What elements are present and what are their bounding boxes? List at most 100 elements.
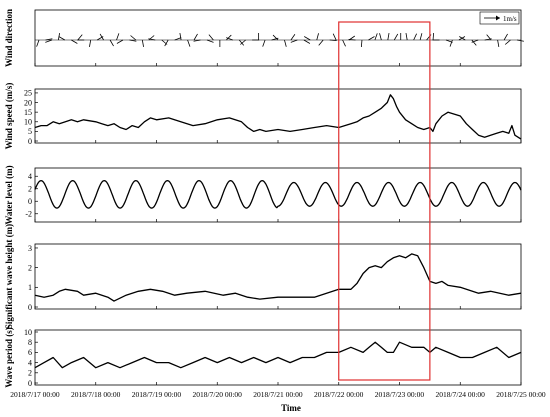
wave-height-y-tick-label: 0: [28, 303, 32, 312]
water-level-frame: [34, 167, 522, 223]
wind-vector-arrow: [99, 33, 104, 41]
wind-vector-arrow: [58, 36, 66, 41]
wind-vector-arrow: [164, 39, 169, 47]
wave-period-y-tick-label: 8: [28, 338, 32, 347]
wind-vector-arrow: [486, 34, 492, 41]
wave-period-y-axis-title: Wave period (s): [4, 327, 14, 388]
wind-vector-arrow: [290, 39, 298, 43]
wind-vector-arrow: [116, 39, 124, 44]
wind-vector-arrow: [471, 39, 479, 43]
wind-vector-arrow: [497, 39, 500, 47]
water-level-y-tick-label: 0: [28, 197, 32, 206]
panel-wind-direction: Wind direction 1m/s: [4, 9, 524, 67]
wind-vector-arrow: [271, 37, 279, 41]
wind-speed-y-axis-title: Wind speed (m/s): [4, 83, 14, 150]
wind-legend-label: 1m/s: [503, 15, 517, 23]
wind-vector-arrow: [226, 37, 233, 41]
wave-height-y-tick-label: 1: [28, 283, 32, 292]
wind-speed-y-tick-label: 15: [24, 108, 32, 117]
x-tick-label: 2018/7/23 00:00: [375, 390, 425, 399]
x-tick-label: 2018/7/21 00:00: [253, 390, 303, 399]
wave-height-frame: [34, 243, 522, 310]
wind-vector-arrow: [130, 35, 137, 41]
wind-vector-arrow: [329, 39, 337, 42]
x-tick-label: 2018/7/18 00:00: [71, 390, 121, 399]
wave-height-y-axis-title: Significant wave height (m): [4, 224, 14, 329]
wind-vector-arrow: [187, 39, 191, 47]
water-level-y-tick-label: 2: [28, 185, 32, 194]
water-level-y-tick-label: -2: [25, 210, 32, 219]
wind-vector-arrow: [272, 34, 279, 41]
wave-height-series-line: [34, 253, 522, 302]
wind-vector-arrow: [379, 33, 382, 41]
x-axis-title: Time: [281, 403, 301, 413]
wind-vector-arrow: [419, 33, 423, 41]
wind-vector-arrow: [77, 34, 83, 41]
wind-speed-series-line: [34, 94, 522, 140]
wave-period-y-tick-label: 0: [28, 379, 32, 388]
wind-speed-y-tick-label: 0: [28, 137, 32, 146]
wind-vector-arrow: [503, 33, 508, 41]
wind-vector-arrow: [238, 39, 245, 46]
x-tick-label: 2018/7/22 00:00: [314, 390, 364, 399]
wind-vector-arrow: [316, 33, 319, 41]
wind-vector-arrow: [459, 36, 466, 41]
wind-vector-arrow: [206, 39, 214, 43]
wind-speed-frame: [34, 88, 522, 144]
wind-vector-arrow: [45, 39, 53, 43]
wind-vector-arrow: [174, 37, 182, 41]
wave-period-y-tick-label: 6: [28, 348, 32, 357]
water-level-y-tick-label: 4: [28, 172, 32, 181]
wind-vector-arrow: [348, 38, 356, 41]
wind-speed-y-tick-label: 25: [24, 89, 32, 98]
panel-water-level: Water level (m) -2 0 2 4: [4, 165, 522, 225]
wind-vector-arrow: [516, 39, 524, 42]
wind-vector-arrow: [449, 39, 453, 47]
wind-speed-y-tick-label: 10: [24, 118, 32, 127]
wind-vector-arrow: [432, 32, 435, 41]
wind-vector-arrow: [193, 39, 201, 42]
wind-vector-arrow: [387, 33, 390, 41]
wind-vector-arrow: [109, 39, 114, 47]
wind-vector-arrow: [393, 33, 399, 41]
wind-vector-arrow: [36, 39, 40, 47]
wind-vector-arrow: [318, 39, 324, 46]
wind-vector-arrow: [471, 39, 477, 46]
wind-vector-arrow: [193, 33, 198, 41]
wind-speed-y-tick-label: 5: [28, 127, 32, 136]
wind-vector-arrow: [71, 39, 78, 44]
wind-vector-arrow: [179, 33, 182, 41]
wind-vector-arrow: [129, 39, 137, 42]
wind-vector-arrow: [303, 39, 311, 44]
wind-vector-arrow: [240, 39, 246, 45]
wind-vector-arrow: [342, 39, 346, 47]
x-tick-label: 2018/7/24 00:00: [436, 390, 486, 399]
water-level-series-line: [34, 179, 522, 209]
wave-height-y-tick-label: 3: [28, 244, 32, 253]
highlight-box: [338, 21, 431, 381]
wind-speed-y-tick-label: 20: [24, 98, 32, 107]
wind-vector-arrow: [148, 38, 156, 41]
wave-period-y-tick-label: 10: [24, 328, 32, 337]
wind-vector-arrow: [226, 34, 232, 41]
x-tick-label: 2018/7/17 00:00: [10, 390, 60, 399]
wind-legend: 1m/s: [479, 11, 520, 25]
x-tick-label: 2018/7/19 00:00: [132, 390, 182, 399]
wind-vector-arrow: [45, 38, 53, 41]
wind-vector-arrow: [304, 36, 311, 41]
wind-vector-arrow: [360, 39, 363, 48]
wind-vector-arrow: [405, 33, 408, 41]
wind-vector-arrow: [284, 39, 287, 47]
wind-vector-arrow: [368, 36, 375, 41]
wind-vector-arrow: [262, 39, 266, 47]
wind-vector-arrow: [208, 34, 214, 41]
panel-wave-height: Significant wave height (m) 0 1 2 3: [4, 224, 522, 329]
wind-vector-arrow: [374, 33, 378, 41]
wind-vector-arrow: [141, 39, 144, 47]
wind-vector-arrow: [332, 33, 337, 41]
wind-vector-arrow: [290, 34, 296, 41]
